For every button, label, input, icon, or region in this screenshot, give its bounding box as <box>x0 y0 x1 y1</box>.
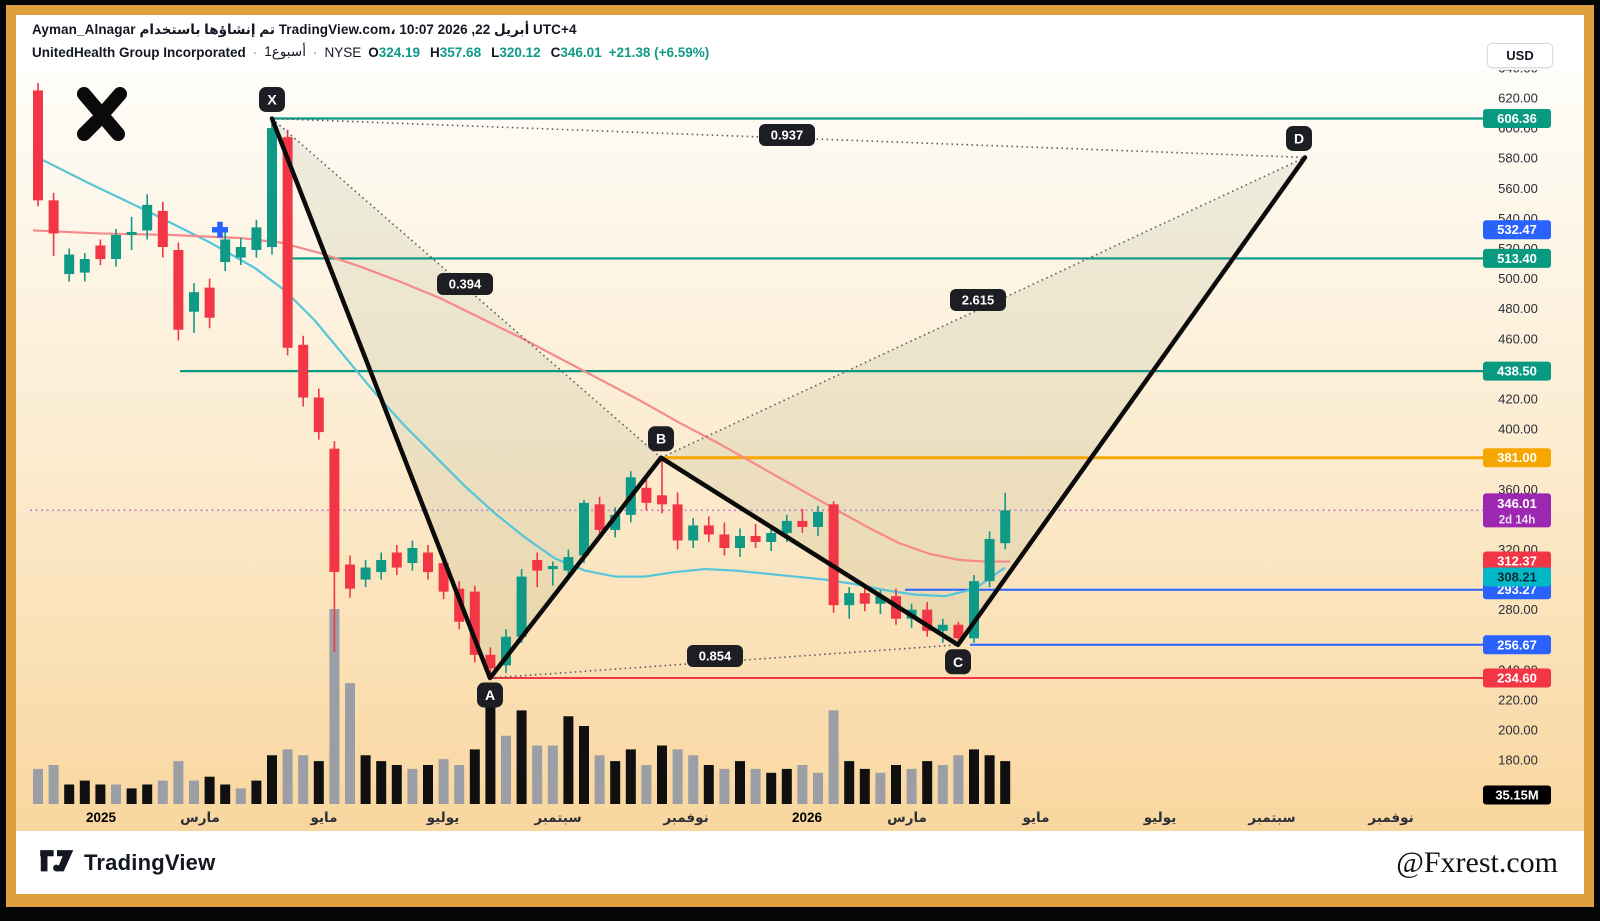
ohlc-item: C346.01 <box>550 44 602 60</box>
separator-dot: · <box>252 44 258 60</box>
svg-text:256.67: 256.67 <box>1497 637 1537 652</box>
svg-text:2025: 2025 <box>86 810 117 825</box>
change-value: +21.38 (+6.59%) <box>608 44 710 60</box>
svg-text:مايو: مايو <box>1022 810 1050 825</box>
svg-text:2d 14h: 2d 14h <box>1499 514 1535 526</box>
symbol-info-row: UnitedHealth Group Incorporated · 1أسبوع… <box>32 44 1584 60</box>
svg-text:مارس: مارس <box>887 810 927 825</box>
svg-text:308.21: 308.21 <box>1497 570 1537 585</box>
svg-text:420.00: 420.00 <box>1498 392 1538 407</box>
svg-text:C: C <box>953 654 963 670</box>
ohlc-item: L320.12 <box>491 44 541 60</box>
separator-dot: · <box>312 44 318 60</box>
price-axis-label: 234.60 <box>1483 668 1551 688</box>
price-axis-label: 513.40 <box>1483 248 1551 268</box>
harmonic-pattern-solid-edges <box>269 116 1308 681</box>
svg-text:35.15M: 35.15M <box>1495 788 1538 803</box>
price-axis-label: 438.50 <box>1483 361 1551 381</box>
svg-text:يوليو: يوليو <box>426 810 460 825</box>
exchange-label: NYSE <box>324 44 362 60</box>
price-level-lines <box>30 117 1484 680</box>
svg-text:2.615: 2.615 <box>962 293 995 308</box>
price-axis-label: 532.47 <box>1483 220 1551 240</box>
currency-toggle-button[interactable]: USD <box>1487 43 1553 68</box>
footer-bar: TradingView @Fxrest.com <box>16 831 1584 894</box>
svg-text:سبتمبر: سبتمبر <box>1247 810 1295 825</box>
volume-bars <box>33 609 1011 804</box>
svg-text:346.01: 346.01 <box>1497 496 1537 511</box>
svg-text:مايو: مايو <box>310 810 338 825</box>
svg-text:381.00: 381.00 <box>1497 450 1537 465</box>
svg-text:580.00: 580.00 <box>1498 151 1538 166</box>
tradingview-brand: TradingView <box>40 849 215 877</box>
svg-text:312.37: 312.37 <box>1497 553 1537 568</box>
svg-text:480.00: 480.00 <box>1498 301 1538 316</box>
svg-text:620.00: 620.00 <box>1498 91 1538 106</box>
svg-text:606.36: 606.36 <box>1497 111 1537 126</box>
time-axis: 2025 مارس مايو يوليو سبتمبر نوفمبر 2026 مارس ماي… <box>86 810 1414 825</box>
svg-text:2026: 2026 <box>792 810 823 825</box>
svg-text:سبتمبر: سبتمبر <box>533 810 581 825</box>
svg-text:0.854: 0.854 <box>699 649 732 664</box>
plus-marker <box>212 221 228 238</box>
svg-text:نوفمبر: نوفمبر <box>1367 810 1413 825</box>
svg-text:180.00: 180.00 <box>1498 753 1538 768</box>
tradingview-wordmark: TradingView <box>84 849 216 875</box>
svg-text:يوليو: يوليو <box>1143 810 1177 825</box>
ohlc-item: H357.68 <box>430 44 482 60</box>
price-axis-label: 381.00 <box>1483 448 1551 468</box>
svg-text:438.50: 438.50 <box>1497 364 1537 379</box>
fxrest-x-logo <box>77 87 127 141</box>
price-axis-label: 35.15M <box>1483 785 1551 805</box>
attribution-site: TradingView.com، <box>278 22 396 37</box>
svg-text:280.00: 280.00 <box>1498 602 1538 617</box>
svg-text:560.00: 560.00 <box>1498 181 1538 196</box>
ohlc-values: O324.19 H357.68 L320.12 C346.01 <box>368 45 601 60</box>
svg-text:234.60: 234.60 <box>1497 671 1537 686</box>
chart-background <box>16 70 1584 831</box>
attribution-timezone: UTC+4 <box>532 22 577 37</box>
svg-text:513.40: 513.40 <box>1497 251 1537 266</box>
attribution-ar-text: تم إنشاؤها باستخدام <box>139 22 275 37</box>
svg-text:532.47: 532.47 <box>1497 222 1537 237</box>
interval-label[interactable]: 1أسبوع <box>264 44 306 59</box>
attribution-line: Ayman_Alnagar تم إنشاؤها باستخدام Tradin… <box>32 22 1584 38</box>
symbol-title[interactable]: UnitedHealth Group Incorporated <box>32 44 246 60</box>
attribution-time: 10:07 2026 ,22 <box>399 22 491 37</box>
price-axis-label: 346.01 2d 14h <box>1483 493 1551 528</box>
svg-text:500.00: 500.00 <box>1498 271 1538 286</box>
svg-text:0.394: 0.394 <box>449 277 482 292</box>
svg-text:0.937: 0.937 <box>771 128 804 143</box>
svg-text:X: X <box>267 92 277 108</box>
chart-header: Ayman_Alnagar تم إنشاؤها باستخدام Tradin… <box>16 15 1584 70</box>
svg-text:360.00: 360.00 <box>1498 482 1538 497</box>
ohlc-item: O324.19 <box>368 44 421 60</box>
tradingview-logo-icon <box>40 849 74 871</box>
price-axis-label: 308.21 <box>1483 567 1551 587</box>
slow-ma <box>32 229 1010 563</box>
svg-text:D: D <box>1294 130 1304 146</box>
svg-text:400.00: 400.00 <box>1498 422 1538 437</box>
price-axis-label: 606.36 <box>1483 109 1551 129</box>
candlesticks <box>33 82 1011 679</box>
credit-watermark: @Fxrest.com <box>1396 845 1558 879</box>
price-axis-label: 312.37 <box>1483 551 1551 571</box>
svg-text:460.00: 460.00 <box>1498 331 1538 346</box>
price-axis-label: 256.67 <box>1483 635 1551 655</box>
svg-text:مارس: مارس <box>180 810 220 825</box>
svg-text:نوفمبر: نوفمبر <box>662 810 708 825</box>
svg-text:B: B <box>656 431 666 447</box>
pattern-point-labels: X A B C D 0.937 0.394 2.615 0.854 <box>259 87 1312 708</box>
author-name: Ayman_Alnagar <box>32 22 136 37</box>
svg-text:200.00: 200.00 <box>1498 723 1538 738</box>
svg-text:220.00: 220.00 <box>1498 693 1538 708</box>
svg-text:A: A <box>485 687 495 703</box>
attribution-month: أبريل <box>493 22 530 37</box>
